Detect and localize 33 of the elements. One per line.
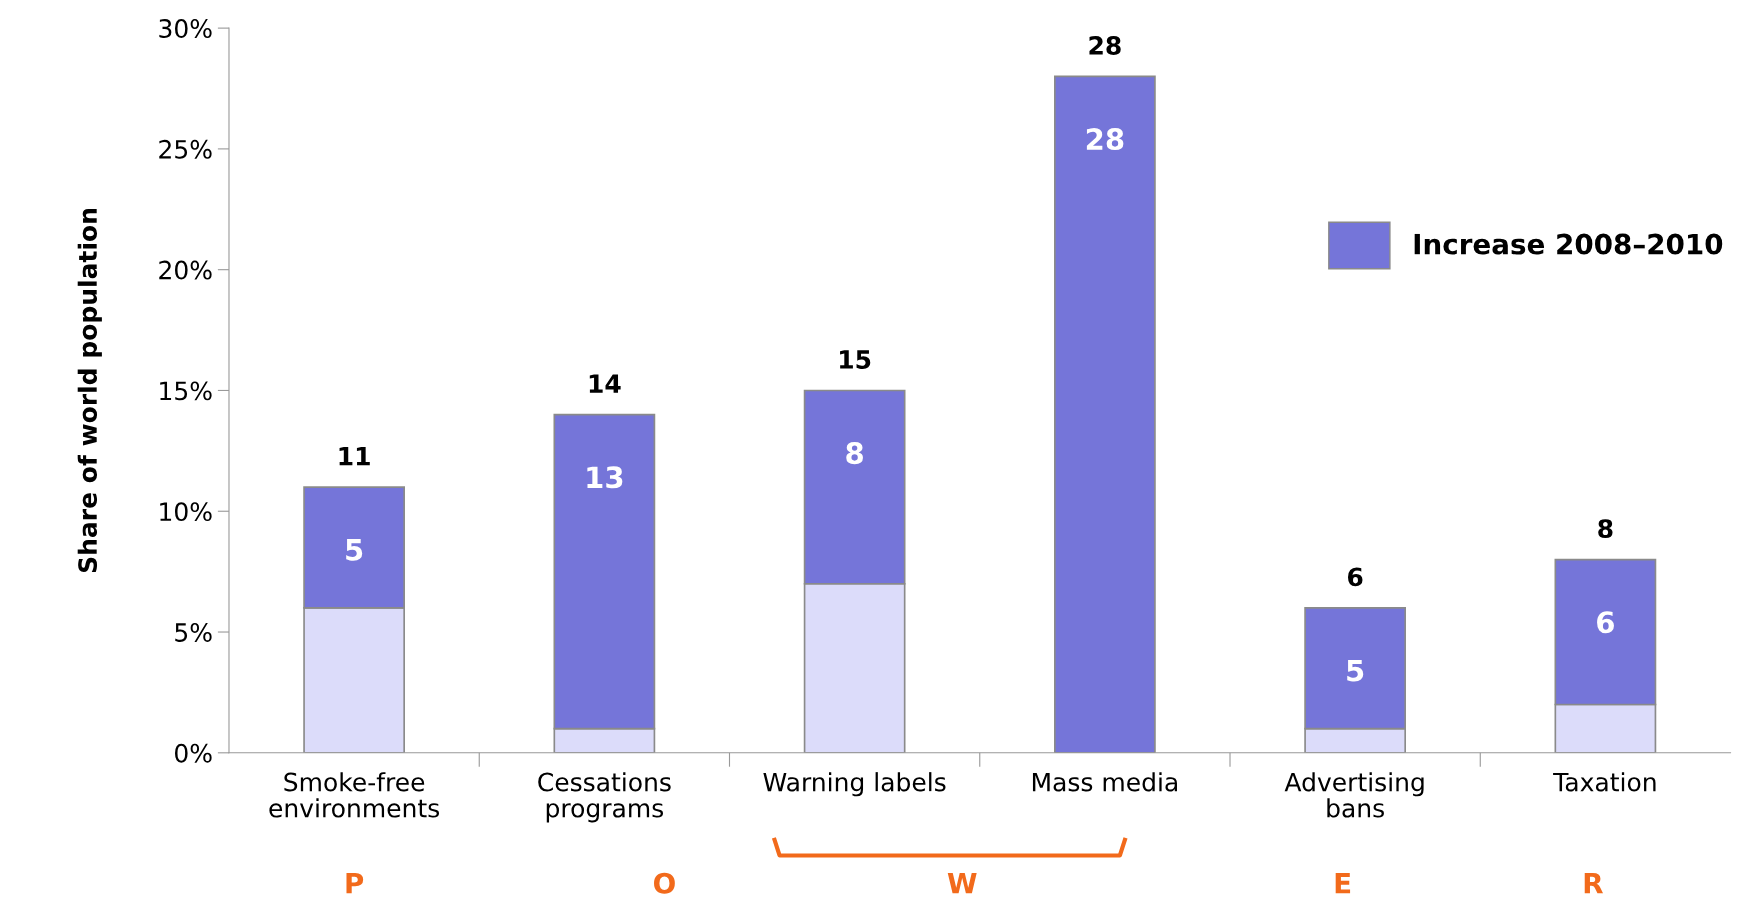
text: O (654, 872, 675, 894)
total-label: 6 (1347, 567, 1363, 587)
x-tick-label: Mass media (1032, 772, 1177, 792)
y-tick-label: 15% (160, 381, 212, 401)
text: E (1335, 873, 1351, 894)
data-label: 13 (587, 466, 623, 489)
x-tick-label: Taxation (1553, 772, 1656, 792)
text: P (346, 873, 364, 894)
y-tick-label: 20% (159, 260, 212, 280)
y-tick-label: 10% (160, 502, 212, 522)
y-tick-label: 0% (175, 743, 212, 763)
text: R (1584, 873, 1604, 894)
x-tick-label: Cessations programs (538, 772, 671, 823)
data-label: 5 (1347, 659, 1364, 682)
total-label: 14 (589, 374, 621, 393)
data-label: 28 (1086, 128, 1124, 151)
data-label: 6 (1597, 611, 1614, 634)
x-tick-label: Warning labels (763, 772, 946, 797)
total-label: 28 (1089, 36, 1121, 55)
y-tick-label: 30% (159, 19, 212, 38)
total-label: 11 (339, 447, 370, 466)
y-tick-label: 5% (175, 622, 212, 642)
text: W (947, 873, 977, 894)
y-tick-label: 25% (159, 139, 212, 159)
data-label: 8 (846, 442, 863, 465)
total-label: 8 (1598, 519, 1613, 539)
bar (1053, 75, 1156, 753)
y-axis-title: Share of world population (77, 208, 102, 573)
data-label: 5 (346, 539, 363, 561)
x-tick-label: Advertising bans (1284, 772, 1424, 818)
x-tick-label: Smoke-free environments (269, 772, 440, 818)
legend-label: Increase 2008–2010 (1414, 233, 1723, 255)
total-label: 15 (840, 350, 871, 369)
